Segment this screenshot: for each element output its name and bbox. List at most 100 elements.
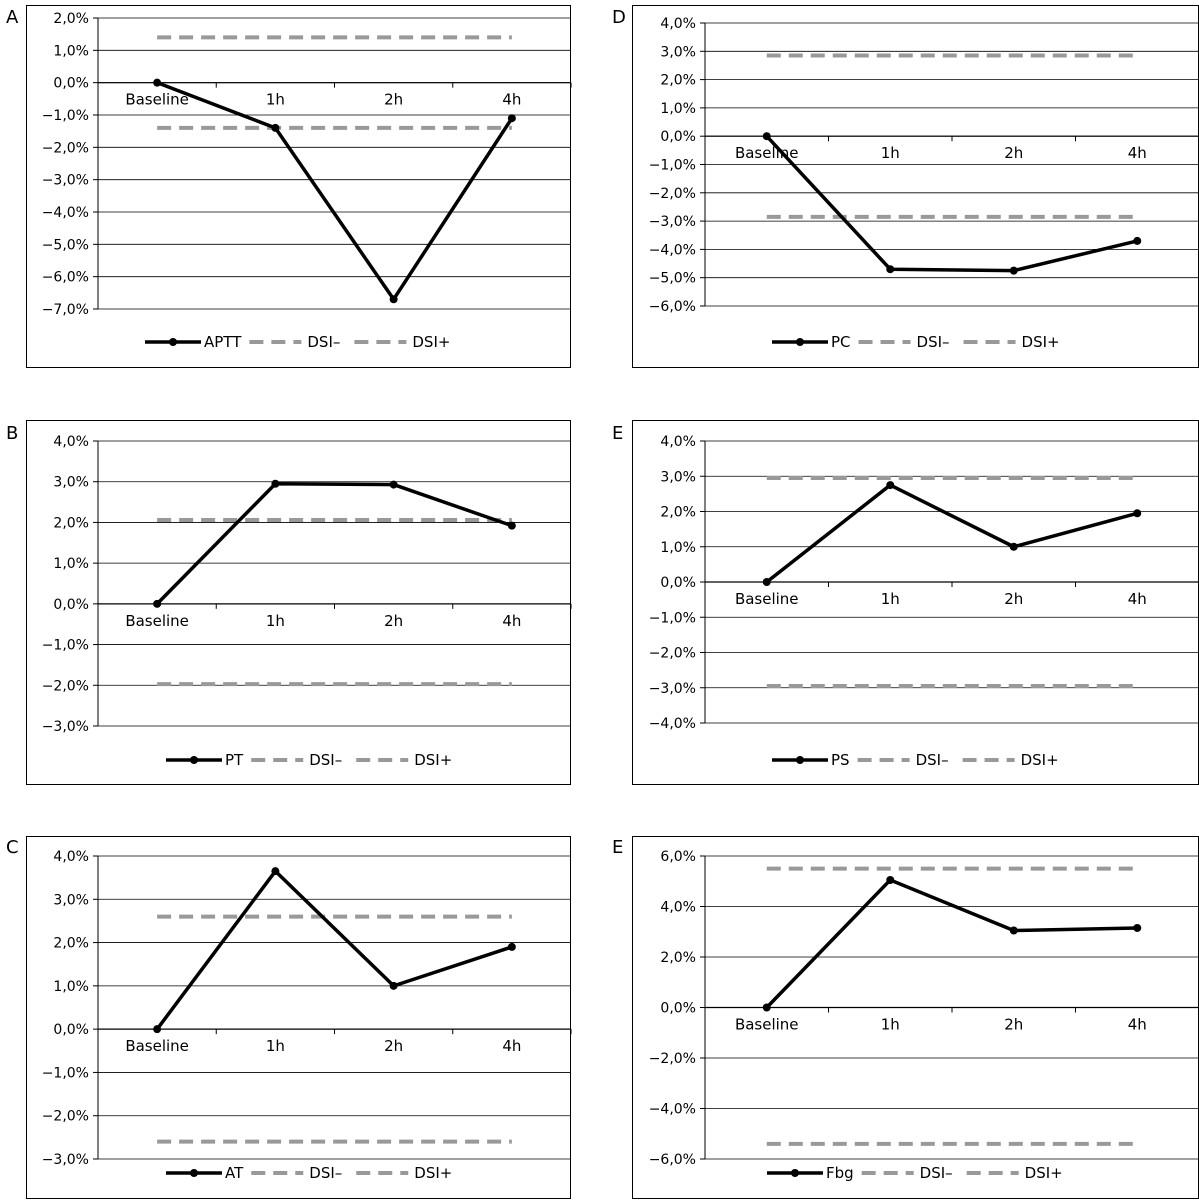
y-tick-label: 4,0%	[53, 434, 89, 450]
y-tick-label: −1,0%	[42, 108, 89, 124]
y-tick-label: −3,0%	[649, 681, 696, 697]
legend-label: AT	[225, 1164, 244, 1182]
y-tick-label: 4,0%	[53, 849, 89, 865]
legend-label: DSI–	[309, 751, 342, 769]
series-line	[155, 482, 513, 606]
y-tick-label: 3,0%	[53, 475, 89, 491]
y-tick-label: −1,0%	[42, 1065, 89, 1081]
panel-letter: E	[612, 423, 623, 444]
data-point	[886, 481, 895, 490]
x-tick-label: Baseline	[735, 590, 799, 608]
x-tick-label: 1h	[266, 91, 285, 109]
legend-marker	[190, 756, 198, 764]
panel-frame	[26, 420, 571, 785]
y-tick-label: 1,0%	[53, 43, 89, 59]
data-point	[153, 78, 162, 87]
legend: PT DSI– DSI+	[166, 751, 452, 769]
x-tick-label: 1h	[266, 612, 285, 630]
legend: Fbg DSI– DSI+	[767, 1164, 1063, 1182]
x-tick-label: Baseline	[735, 144, 799, 162]
y-tick-label: 1,0%	[660, 101, 696, 117]
y-tick-label: −4,0%	[649, 242, 696, 258]
legend-marker	[791, 1169, 799, 1177]
x-tick-label: Baseline	[125, 1037, 189, 1055]
panel-letter: C	[6, 837, 19, 858]
series-line	[765, 483, 1138, 584]
data-point	[389, 295, 398, 304]
y-tick-label: −3,0%	[42, 719, 89, 735]
y-tick-label: −4,0%	[649, 716, 696, 732]
x-tick-label: 1h	[266, 1037, 285, 1055]
y-tick-label: 2,0%	[53, 11, 89, 27]
x-tick-label: Baseline	[735, 1016, 799, 1034]
y-tick-label: 4,0%	[660, 434, 696, 450]
x-tick-label: 2h	[384, 91, 403, 109]
y-tick-label: 2,0%	[660, 73, 696, 89]
series-line	[765, 135, 1138, 273]
data-point	[271, 479, 280, 488]
y-tick-label: −7,0%	[42, 302, 89, 318]
x-tick-label: 2h	[1004, 144, 1023, 162]
data-point	[507, 521, 516, 530]
data-point	[886, 265, 895, 274]
data-point	[1133, 236, 1142, 245]
x-tick-label: 4h	[1128, 144, 1147, 162]
panel-letter: A	[6, 7, 19, 28]
x-tick-label: 2h	[384, 612, 403, 630]
x-tick-label: 1h	[881, 1016, 900, 1034]
legend-marker	[796, 756, 804, 764]
panel-letter: D	[612, 7, 626, 28]
data-point	[153, 599, 162, 608]
y-tick-label: 3,0%	[660, 469, 696, 485]
legend-label: DSI–	[307, 333, 340, 351]
y-tick-label: 6,0%	[660, 849, 696, 865]
y-tick-label: −1,0%	[649, 610, 696, 626]
y-tick-label: 3,0%	[660, 44, 696, 60]
legend-label: DSI+	[1021, 751, 1059, 769]
y-tick-label: 4,0%	[660, 16, 696, 32]
y-tick-label: −3,0%	[649, 214, 696, 230]
y-tick-label: −5,0%	[649, 271, 696, 287]
legend-label: PS	[831, 751, 850, 769]
panel-letter: E	[612, 837, 623, 858]
y-tick-label: −1,0%	[42, 638, 89, 654]
legend-label: DSI–	[917, 333, 950, 351]
legend: APTT DSI– DSI+	[145, 333, 450, 351]
y-tick-label: 0,0%	[660, 1001, 696, 1017]
chart-panel-4: D 4,0% 3,0% 2,0% 1,0% 0,0% −1,0% −2,0% −3,0% −4,0…	[612, 5, 1199, 368]
panel-frame	[632, 420, 1199, 785]
y-tick-label: −6,0%	[649, 299, 696, 315]
data-point	[1133, 923, 1142, 932]
x-tick-label: 4h	[1128, 1016, 1147, 1034]
y-tick-label: 3,0%	[53, 892, 89, 908]
panel-frame	[26, 5, 571, 368]
y-tick-label: −6,0%	[649, 1152, 696, 1168]
data-point	[271, 123, 280, 132]
panel-frame	[26, 836, 571, 1199]
legend-label: DSI+	[414, 1164, 452, 1182]
y-tick-label: −2,0%	[42, 140, 89, 156]
x-tick-label: 4h	[502, 1037, 521, 1055]
x-tick-label: 4h	[502, 612, 521, 630]
data-point	[271, 867, 280, 876]
legend-marker	[796, 338, 804, 346]
y-tick-label: −2,0%	[649, 186, 696, 202]
data-point	[762, 578, 771, 586]
chart-panel-3: C 4,0% 3,0% 2,0% 1,0% 0,0% −1,0% −2,0% −3,0% Base…	[6, 836, 572, 1199]
panel-letter: B	[6, 423, 18, 444]
chart-panel-2: B 4,0% 3,0% 2,0% 1,0% 0,0% −1,0% −2,0% −3,0% Base…	[6, 420, 572, 785]
data-point	[389, 981, 398, 990]
y-tick-label: −4,0%	[649, 1102, 696, 1118]
y-tick-label: 0,0%	[660, 575, 696, 591]
data-point	[1009, 266, 1018, 275]
legend-label: DSI+	[414, 751, 452, 769]
y-tick-label: 0,0%	[53, 597, 89, 613]
y-tick-label: −2,0%	[42, 1109, 89, 1125]
y-tick-label: −3,0%	[42, 1152, 89, 1168]
data-point	[1133, 509, 1142, 518]
y-tick-label: 2,0%	[53, 936, 89, 952]
legend-label: DSI+	[412, 333, 450, 351]
y-tick-label: 1,0%	[660, 540, 696, 556]
legend-label: DSI–	[309, 1164, 342, 1182]
